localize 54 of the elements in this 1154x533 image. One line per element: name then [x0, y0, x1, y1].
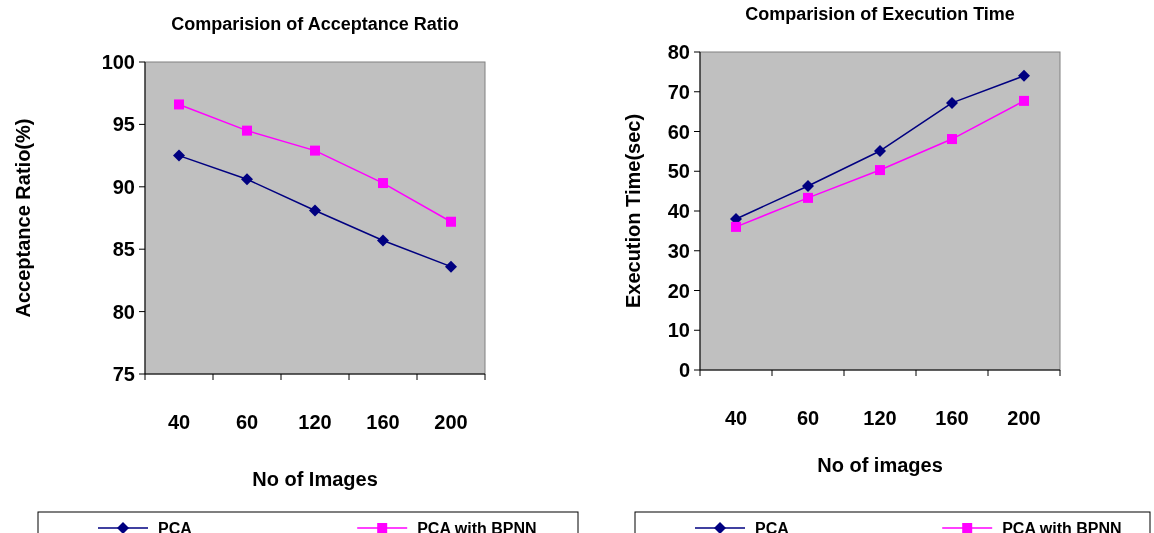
point [875, 165, 885, 176]
y-tick-label: 70 [667, 80, 690, 103]
legend-label: PCA [755, 519, 790, 533]
point [1018, 69, 1030, 82]
y-tick-label: 75 [112, 363, 135, 385]
x-tick-label: 60 [796, 407, 820, 429]
y-tick-label: 60 [667, 120, 690, 143]
point [242, 125, 252, 136]
x-tick-label: 160 [366, 411, 400, 433]
chart-title: Comparision of Execution Time [745, 4, 1015, 24]
y-tick-label: 80 [667, 41, 690, 63]
point [445, 260, 457, 273]
legend-label: PCA with BPNN [1002, 519, 1122, 533]
legend-label: PCA with BPNN [417, 519, 537, 533]
y-tick-label: 0 [678, 359, 690, 381]
x-tick-label: 60 [235, 411, 259, 433]
chart-title: Comparision of Acceptance Ratio [171, 14, 459, 34]
point [802, 179, 814, 192]
y-tick-label: 100 [101, 51, 135, 73]
x-axis-title: No of Images [252, 468, 378, 490]
y-tick-label: 20 [667, 279, 690, 302]
x-tick-label: 200 [1007, 407, 1041, 429]
point [241, 173, 253, 186]
y-tick-label: 40 [667, 200, 690, 222]
y-tick-label: 10 [667, 319, 690, 342]
point [874, 144, 886, 157]
x-tick-label: 40 [167, 411, 191, 433]
y-tick-label: 50 [667, 160, 690, 183]
y-tick-label: 85 [112, 238, 135, 261]
y-tick-label: 95 [112, 113, 135, 136]
x-tick-label: 200 [434, 411, 468, 433]
point [378, 178, 388, 189]
legend-label: PCA [158, 519, 193, 533]
point [947, 134, 957, 145]
y-tick-label: 80 [112, 300, 135, 323]
y-axis-title: Execution Time(sec) [622, 113, 644, 309]
y-axis-title: Acceptance Ratio(%) [12, 118, 34, 318]
y-tick-label: 90 [112, 175, 135, 198]
point [310, 145, 320, 156]
y-tick-label: 30 [667, 239, 690, 262]
x-tick-label: 160 [935, 407, 969, 429]
point [174, 99, 184, 110]
point [803, 192, 813, 203]
point [731, 221, 741, 232]
x-tick-label: 120 [863, 407, 897, 429]
x-tick-label: 120 [298, 411, 332, 433]
x-tick-label: 40 [724, 407, 748, 429]
point [446, 216, 456, 227]
point [377, 234, 389, 247]
point [1019, 95, 1029, 106]
point [946, 96, 958, 109]
point [173, 149, 185, 162]
x-axis-title: No of images [817, 454, 943, 476]
point [309, 204, 321, 217]
